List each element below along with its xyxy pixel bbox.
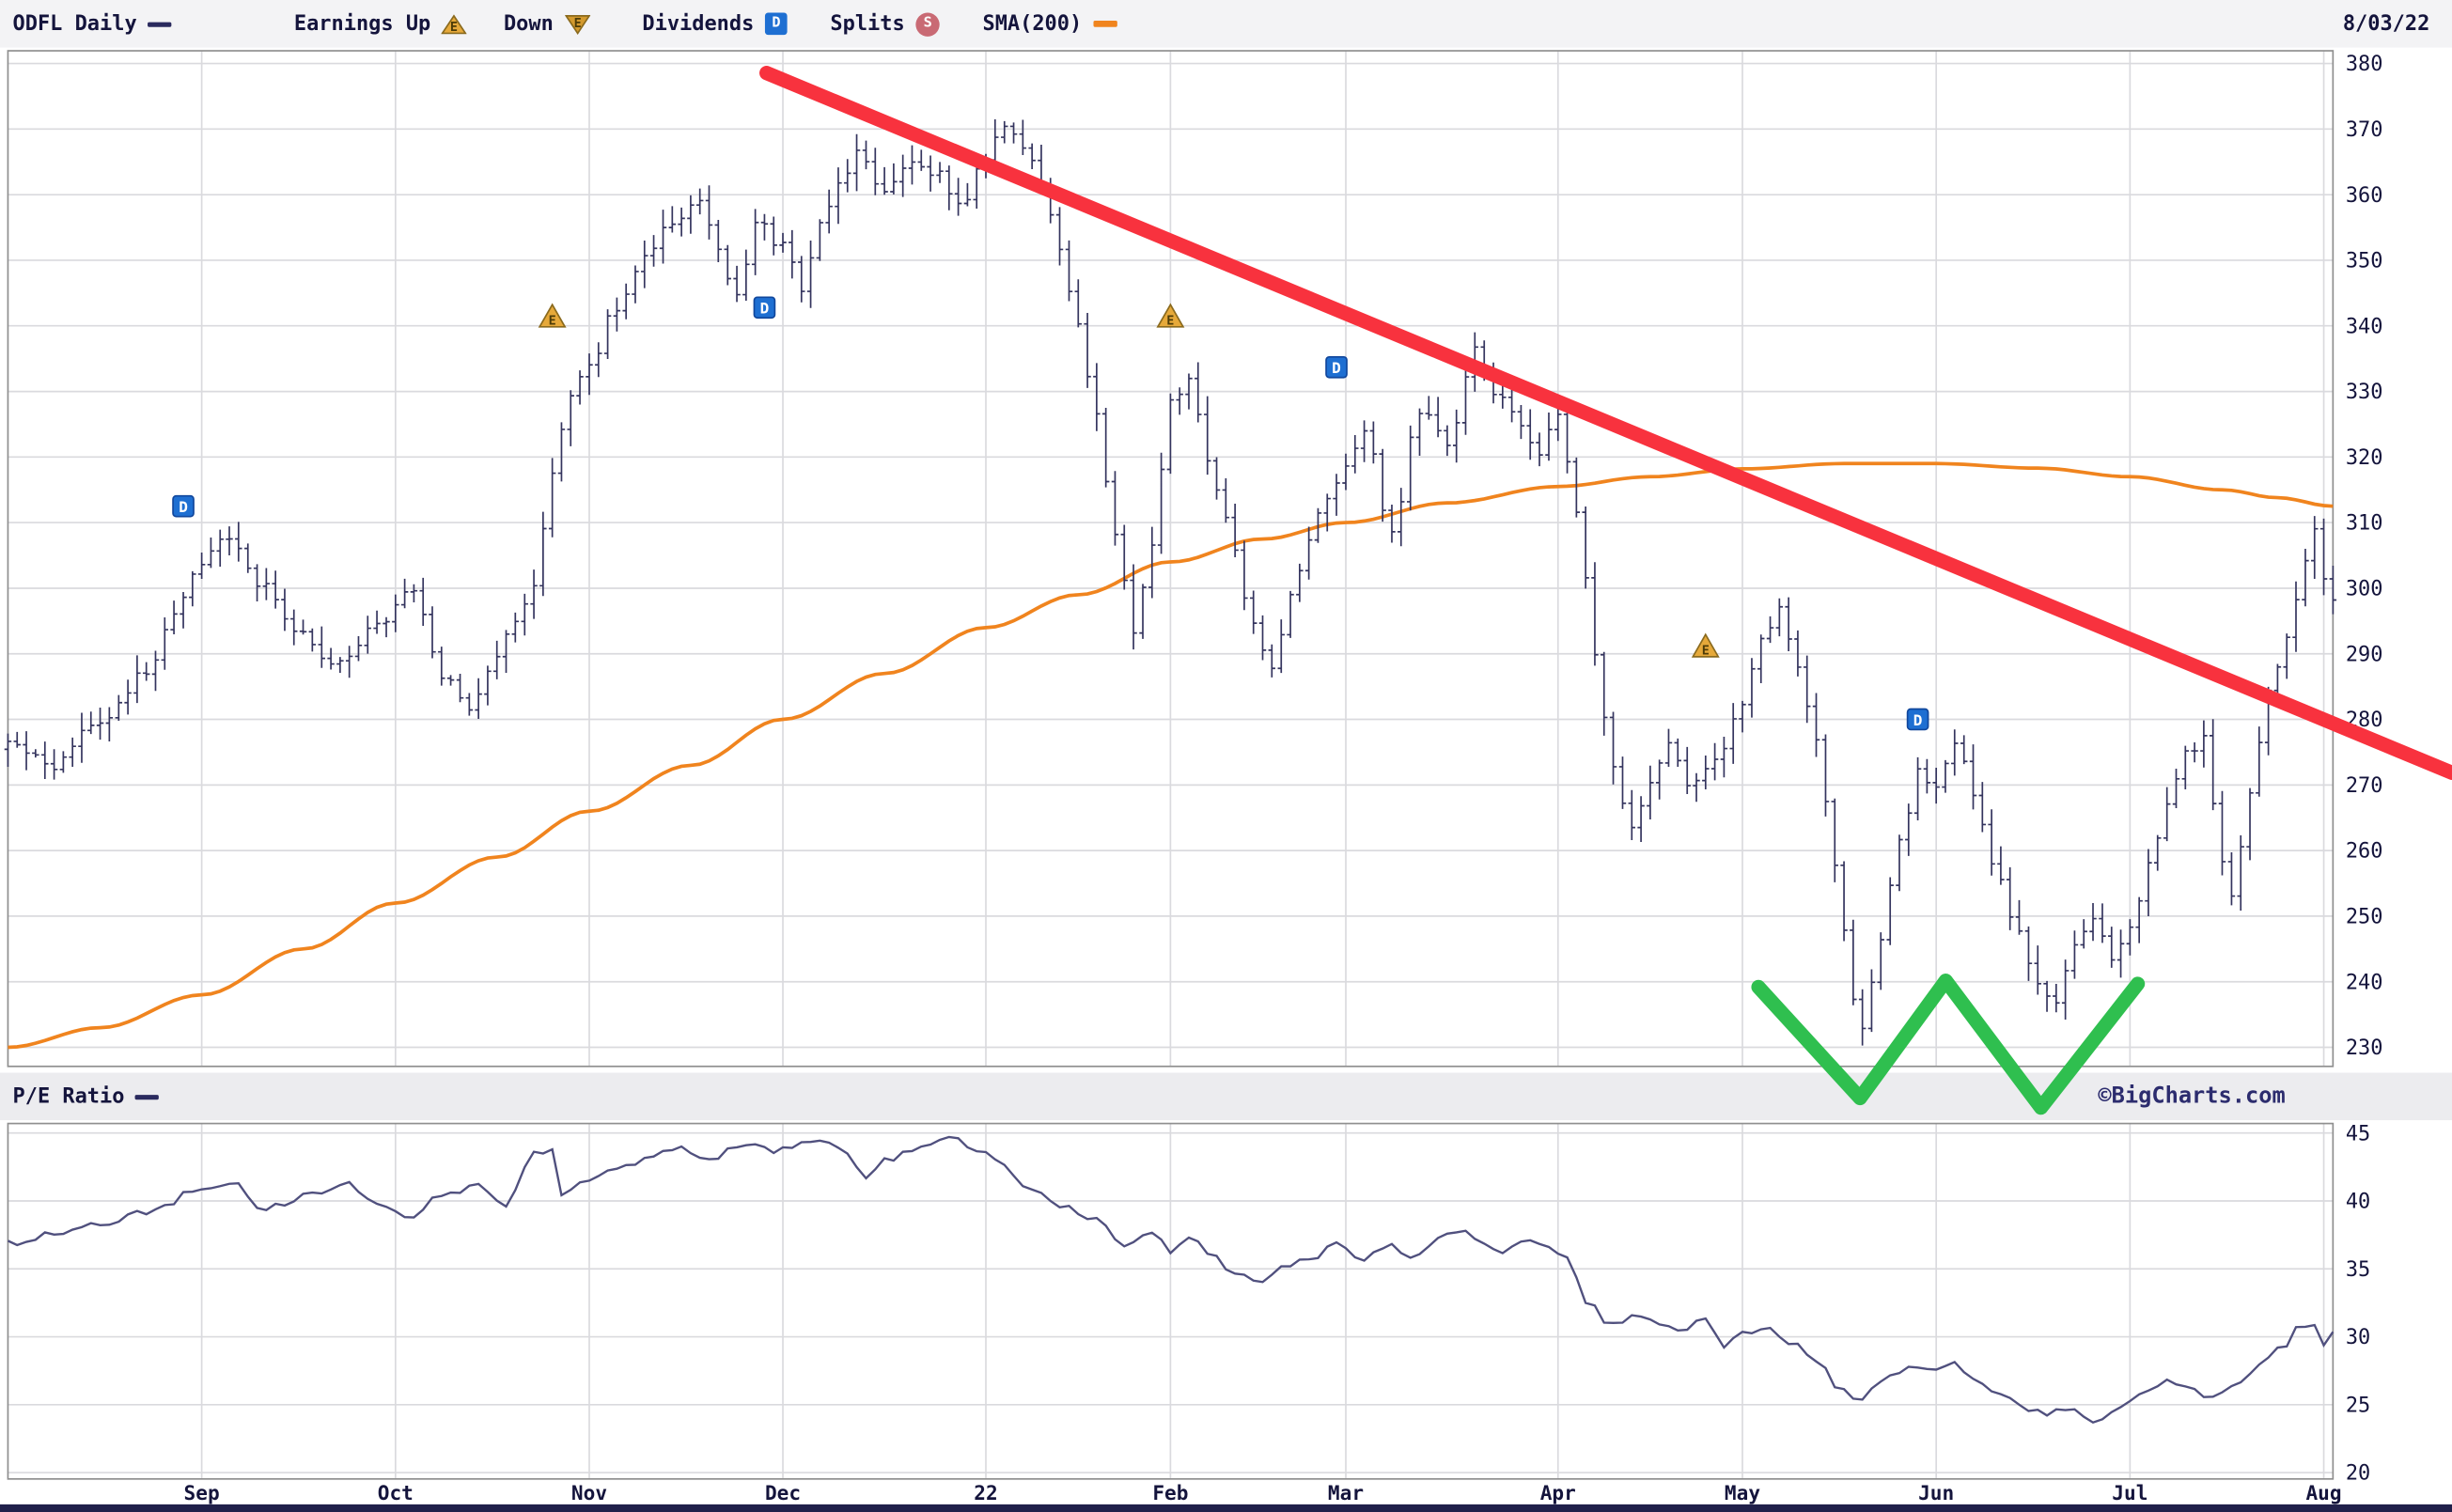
price-axis-tick-label: 350 (2346, 250, 2383, 273)
svg-text:E: E (1702, 644, 1710, 659)
svg-text:E: E (451, 19, 459, 34)
svg-text:E: E (1166, 314, 1174, 329)
pe-plot-frame (7, 1122, 2335, 1480)
price-axis-tick-label: 380 (2346, 53, 2383, 76)
earnings-down-icon: E (564, 13, 590, 35)
month-label: Oct (378, 1482, 414, 1504)
month-label: Apr (1540, 1482, 1576, 1504)
earnings-down-label: Down (503, 11, 554, 36)
pe-axis-tick-label: 30 (2346, 1326, 2370, 1349)
svg-text:E: E (573, 15, 581, 30)
split-icon: S (915, 11, 940, 36)
svg-text:D: D (760, 300, 770, 318)
month-axis-row: Sep Oct Nov Dec 22 Feb Mar Apr May Jun Jul Aug (0, 1482, 2452, 1504)
pe-axis-tick-label: 20 (2346, 1462, 2370, 1483)
price-axis-tick-label: 250 (2346, 905, 2383, 928)
pe-axis-tick-label: 40 (2346, 1191, 2370, 1214)
month-label: Feb (1152, 1482, 1188, 1504)
bottom-border-strip (0, 1504, 2452, 1512)
pe-axis-tick-label: 35 (2346, 1258, 2370, 1282)
price-series-dash-icon (148, 21, 172, 26)
svg-text:E: E (549, 314, 556, 329)
month-label: Aug (2305, 1482, 2341, 1504)
chart-date: 8/03/22 (2342, 11, 2430, 36)
pe-chart-panel: 45 40 35 30 25 20 (0, 1120, 2452, 1483)
price-axis-tick-label: 320 (2346, 446, 2383, 470)
price-axis-tick-label: 310 (2346, 512, 2383, 536)
sma-dash-icon (1093, 20, 1117, 27)
month-axis-svg: Sep Oct Nov Dec 22 Feb Mar Apr May Jun Jul Aug (184, 1482, 2342, 1504)
price-axis-tick-label: 260 (2346, 840, 2383, 864)
earnings-up-label: Earnings Up (293, 11, 431, 36)
pe-ratio-label: P/E Ratio (12, 1084, 125, 1109)
price-chart-panel: 380 370 360 350 340 330 320 310 300 290 280 270 260 2… (0, 47, 2452, 1073)
bigcharts-watermark: ©BigCharts.com (2098, 1083, 2286, 1110)
price-axis-tick-label: 370 (2346, 118, 2383, 142)
month-label: 22 (974, 1482, 997, 1504)
dividend-icon: D (765, 12, 788, 36)
chart-legend-bar: ODFL Daily Earnings Up E Down E Dividend… (0, 0, 2452, 48)
price-axis-tick-label: 330 (2346, 381, 2383, 404)
price-axis-tick-label: 240 (2346, 971, 2383, 994)
pe-series-dash-icon (135, 1094, 160, 1099)
price-axis-tick-label: 230 (2346, 1037, 2383, 1060)
month-label: Jul (2112, 1482, 2147, 1504)
earnings-up-marker-icon (538, 303, 567, 328)
pe-chart-svg: 45 40 35 30 25 20 (7, 1122, 2370, 1483)
price-axis-tick-label: 340 (2346, 315, 2383, 338)
svg-text:D: D (1332, 359, 1341, 377)
svg-text:D: D (179, 498, 188, 516)
earnings-up-icon: E (442, 13, 468, 34)
splits-label: Splits (830, 11, 905, 36)
price-axis-tick-label: 280 (2346, 709, 2383, 732)
dividend-marker-icon (172, 494, 195, 518)
symbol-label: ODFL Daily (12, 11, 137, 36)
pe-ratio-line (7, 1135, 2335, 1425)
price-chart-svg: 380 370 360 350 340 330 320 310 300 290 280 270 260 2… (4, 50, 2383, 1068)
price-axis-tick-label: 360 (2346, 184, 2383, 208)
pe-axis-tick-label: 25 (2346, 1394, 2370, 1417)
month-label: Sep (184, 1482, 220, 1504)
pe-separator-band: P/E Ratio ©BigCharts.com (0, 1072, 2452, 1121)
pe-axis-tick-label: 45 (2346, 1122, 2370, 1146)
dividends-label: Dividends (642, 11, 755, 36)
price-axis-tick-label: 300 (2346, 578, 2383, 601)
month-label: Jun (1918, 1482, 1954, 1504)
month-label: May (1725, 1482, 1760, 1504)
price-axis-tick-label: 290 (2346, 643, 2383, 666)
svg-text:D: D (1913, 711, 1923, 729)
month-label: Dec (765, 1482, 801, 1504)
month-label: Nov (571, 1482, 607, 1504)
sma-label: SMA(200) (982, 11, 1083, 36)
price-axis-tick-label: 270 (2346, 774, 2383, 798)
month-label: Mar (1328, 1482, 1364, 1504)
